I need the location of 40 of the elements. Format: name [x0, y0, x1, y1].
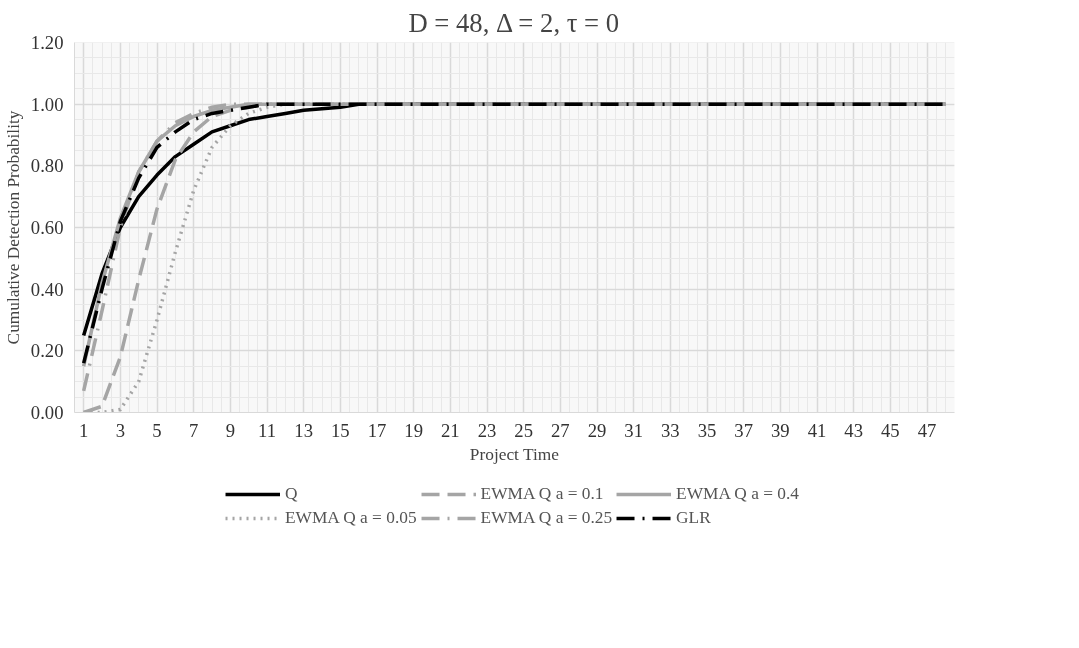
legend-label: EWMA Q a = 0.05: [285, 508, 417, 528]
x-tick-label: 33: [661, 419, 680, 441]
x-tick-label: 27: [551, 419, 570, 441]
y-tick-label: 1.20: [30, 32, 64, 53]
x-tick-label: 21: [441, 419, 460, 441]
legend-label: EWMA Q a = 0.1: [480, 484, 604, 504]
x-tick-label: 39: [771, 419, 790, 441]
y-tick-label: 0.20: [30, 340, 64, 362]
x-tick-label: 47: [917, 419, 937, 441]
y-tick-label: 0.40: [30, 278, 64, 300]
x-tick-label: 41: [807, 419, 827, 441]
x-tick-label: 1: [79, 419, 89, 441]
x-tick-label: 15: [331, 419, 350, 441]
y-tick-label: 0.80: [30, 155, 64, 177]
chart-title: D = 48, Δ = 2, τ = 0: [408, 7, 620, 38]
x-tick-label: 23: [477, 419, 497, 441]
y-axis-title: Cumulative Detection Probability: [3, 110, 23, 345]
x-tick-label: 17: [367, 419, 387, 441]
legend-label: Q: [285, 484, 299, 504]
y-tick-label: 1.00: [30, 93, 64, 115]
x-tick-label: 9: [225, 419, 235, 441]
legend-label: GLR: [676, 508, 711, 528]
x-tick-label: 31: [624, 419, 643, 441]
x-tick-label: 25: [514, 419, 533, 441]
x-tick-label: 43: [844, 419, 863, 441]
x-tick-label: 3: [115, 419, 125, 441]
y-tick-label: 0.60: [30, 217, 64, 238]
x-tick-label: 13: [294, 419, 313, 441]
x-tick-label: 19: [404, 419, 423, 441]
x-axis-title: Project Time: [469, 444, 560, 464]
x-tick-label: 29: [587, 419, 607, 441]
legend-label: EWMA Q a = 0.4: [676, 484, 799, 504]
x-tick-label: 35: [697, 419, 717, 441]
x-tick-label: 37: [734, 419, 753, 441]
y-tick-label: 0.00: [30, 402, 64, 423]
x-tick-label: 45: [881, 419, 900, 441]
x-tick-label: 7: [189, 419, 199, 441]
legend-label: EWMA Q a = 0.25: [480, 508, 613, 528]
x-tick-label: 5: [152, 419, 162, 441]
x-tick-label: 11: [258, 419, 276, 441]
